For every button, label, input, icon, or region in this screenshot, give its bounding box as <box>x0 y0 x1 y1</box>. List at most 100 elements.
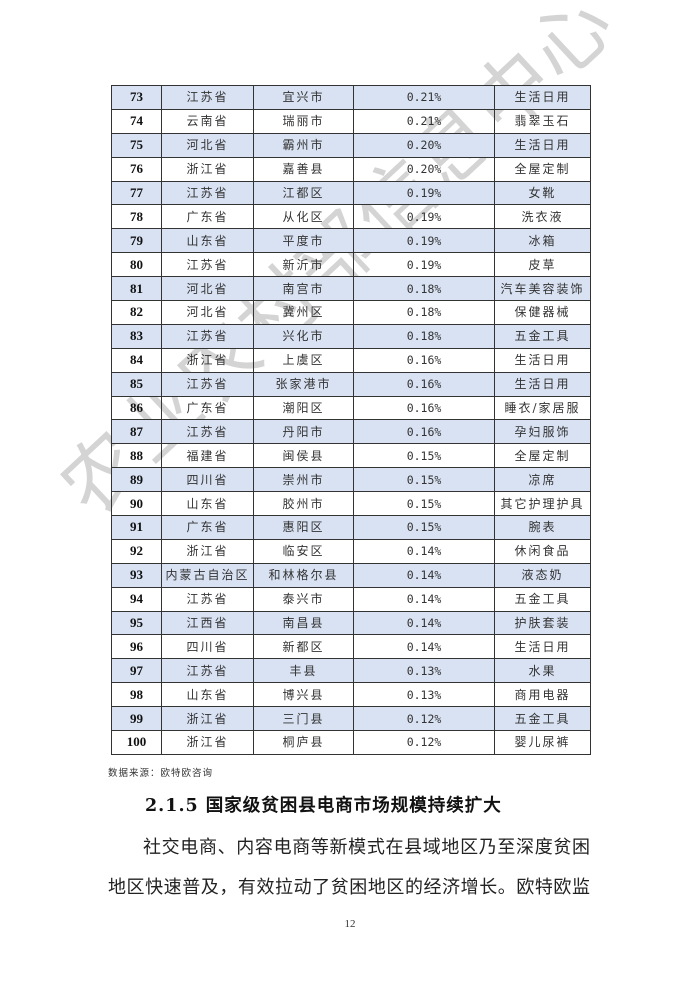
table-row: 76 浙江省 嘉善县 0.20% 全屋定制 <box>111 156 591 182</box>
share-cell: 0.14% <box>353 562 495 588</box>
county-cell: 新沂市 <box>253 252 354 278</box>
data-source-note: 数据来源：欧特欧咨询 <box>108 768 214 779</box>
table-row: 86 广东省 潮阳区 0.16% 睡衣/家居服 <box>111 395 591 421</box>
share-cell: 0.19% <box>353 180 495 206</box>
rank-cell: 88 <box>111 443 162 469</box>
table-row: 87 江苏省 丹阳市 0.16% 孕妇服饰 <box>111 419 591 445</box>
province-cell: 浙江省 <box>161 706 254 732</box>
county-cell: 泰兴市 <box>253 586 354 612</box>
province-cell: 山东省 <box>161 228 254 254</box>
rank-cell: 90 <box>111 491 162 517</box>
category-cell: 腕表 <box>494 515 591 540</box>
province-cell: 广东省 <box>161 204 254 230</box>
province-cell: 浙江省 <box>161 538 254 564</box>
county-cell: 闽侯县 <box>253 443 354 469</box>
table-row: 79 山东省 平度市 0.19% 冰箱 <box>111 228 591 254</box>
province-cell: 江苏省 <box>161 85 254 110</box>
share-cell: 0.13% <box>353 658 495 684</box>
province-cell: 浙江省 <box>161 730 254 755</box>
county-cell: 江都区 <box>253 180 354 206</box>
share-cell: 0.20% <box>353 132 495 158</box>
share-cell: 0.15% <box>353 515 495 540</box>
province-cell: 四川省 <box>161 634 254 660</box>
share-cell: 0.20% <box>353 156 495 182</box>
share-cell: 0.15% <box>353 467 495 493</box>
share-cell: 0.16% <box>353 419 495 445</box>
county-cell: 和林格尔县 <box>253 562 354 588</box>
category-cell: 生活日用 <box>494 85 591 110</box>
rank-cell: 89 <box>111 467 162 493</box>
province-cell: 广东省 <box>161 395 254 421</box>
category-cell: 液态奶 <box>494 562 591 588</box>
table-row: 97 江苏省 丰县 0.13% 水果 <box>111 658 591 684</box>
county-cell: 张家港市 <box>253 371 354 397</box>
category-cell: 生活日用 <box>494 371 591 397</box>
category-cell: 五金工具 <box>494 706 591 732</box>
county-cell: 临安区 <box>253 538 354 564</box>
county-cell: 博兴县 <box>253 682 354 708</box>
province-cell: 云南省 <box>161 108 254 134</box>
county-cell: 三门县 <box>253 706 354 732</box>
province-cell: 四川省 <box>161 467 254 493</box>
table-row: 96 四川省 新都区 0.14% 生活日用 <box>111 634 591 660</box>
share-cell: 0.21% <box>353 108 495 134</box>
category-cell: 皮草 <box>494 252 591 278</box>
category-cell: 水果 <box>494 658 591 684</box>
rank-cell: 84 <box>111 347 162 373</box>
county-cell: 桐庐县 <box>253 730 354 755</box>
rank-cell: 74 <box>111 108 162 134</box>
province-cell: 浙江省 <box>161 156 254 182</box>
county-cell: 丹阳市 <box>253 419 354 445</box>
share-cell: 0.19% <box>353 228 495 254</box>
rank-cell: 91 <box>111 515 162 540</box>
county-cell: 霸州市 <box>253 132 354 158</box>
share-cell: 0.12% <box>353 730 495 755</box>
category-cell: 保健器械 <box>494 300 591 325</box>
rank-cell: 100 <box>111 730 162 755</box>
table-row: 95 江西省 南昌县 0.14% 护肤套装 <box>111 610 591 636</box>
county-cell: 惠阳区 <box>253 515 354 540</box>
province-cell: 江苏省 <box>161 323 254 349</box>
table-row: 82 河北省 冀州区 0.18% 保健器械 <box>111 300 591 325</box>
table-row: 98 山东省 博兴县 0.13% 商用电器 <box>111 682 591 708</box>
category-cell: 全屋定制 <box>494 443 591 469</box>
category-cell: 全屋定制 <box>494 156 591 182</box>
rank-cell: 73 <box>111 85 162 110</box>
table-row: 74 云南省 瑞丽市 0.21% 翡翠玉石 <box>111 108 591 134</box>
category-cell: 女靴 <box>494 180 591 206</box>
category-cell: 护肤套装 <box>494 610 591 636</box>
rank-cell: 82 <box>111 300 162 325</box>
table-row: 75 河北省 霸州市 0.20% 生活日用 <box>111 132 591 158</box>
rank-cell: 80 <box>111 252 162 278</box>
province-cell: 内蒙古自治区 <box>161 562 254 588</box>
rank-cell: 95 <box>111 610 162 636</box>
province-cell: 河北省 <box>161 300 254 325</box>
county-cell: 从化区 <box>253 204 354 230</box>
table-row: 85 江苏省 张家港市 0.16% 生活日用 <box>111 371 591 397</box>
table-row: 90 山东省 胶州市 0.15% 其它护理护具 <box>111 491 591 517</box>
category-cell: 五金工具 <box>494 323 591 349</box>
share-cell: 0.16% <box>353 395 495 421</box>
share-cell: 0.19% <box>353 204 495 230</box>
category-cell: 婴儿尿裤 <box>494 730 591 755</box>
province-cell: 江苏省 <box>161 586 254 612</box>
rank-cell: 93 <box>111 562 162 588</box>
rank-cell: 78 <box>111 204 162 230</box>
province-cell: 江西省 <box>161 610 254 636</box>
county-cell: 嘉善县 <box>253 156 354 182</box>
province-cell: 江苏省 <box>161 658 254 684</box>
category-cell: 翡翠玉石 <box>494 108 591 134</box>
paragraph-line-1: 社交电商、内容电商等新模式在县域地区乃至深度贫困 <box>143 837 590 858</box>
section-heading: 2.1.5 国家级贫困县电商市场规模持续扩大 <box>145 796 502 816</box>
rank-cell: 98 <box>111 682 162 708</box>
county-cell: 崇州市 <box>253 467 354 493</box>
share-cell: 0.13% <box>353 682 495 708</box>
share-cell: 0.21% <box>353 85 495 110</box>
share-cell: 0.18% <box>353 276 495 302</box>
rank-cell: 86 <box>111 395 162 421</box>
share-cell: 0.14% <box>353 634 495 660</box>
category-cell: 五金工具 <box>494 586 591 612</box>
province-cell: 河北省 <box>161 132 254 158</box>
share-cell: 0.19% <box>353 252 495 278</box>
rank-cell: 77 <box>111 180 162 206</box>
